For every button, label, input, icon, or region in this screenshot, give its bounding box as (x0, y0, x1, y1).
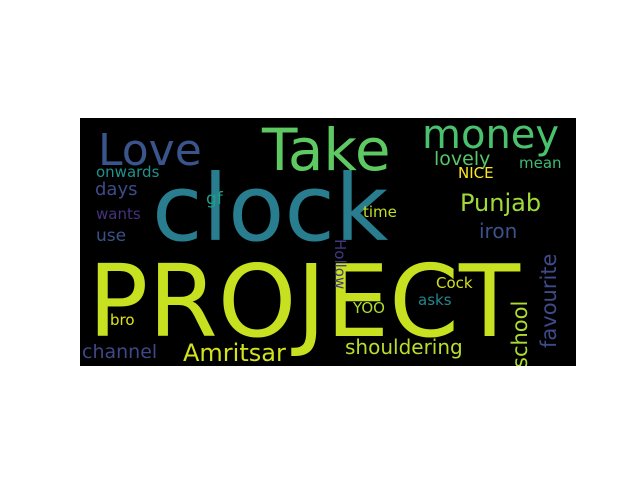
word-love: Love (98, 125, 202, 176)
word-asks: asks (418, 291, 452, 309)
word-cloud-svg: PROJECT clock Take money Love Amritsar s… (82, 118, 562, 366)
word-iron: iron (479, 219, 517, 243)
word-cloud-canvas: PROJECT clock Take money Love Amritsar s… (80, 118, 576, 366)
word-mean: mean (519, 154, 562, 172)
word-hollow: Hollow (331, 239, 349, 289)
word-wants: wants (96, 205, 141, 223)
word-project: PROJECT (88, 243, 521, 360)
word-gf: gf (206, 189, 224, 209)
word-onwards: onwards (96, 163, 160, 181)
word-nice: NICE (458, 164, 494, 182)
word-money: money (422, 118, 559, 158)
word-days: days (95, 179, 138, 200)
word-cock: Cock (436, 274, 473, 292)
word-amritsar: Amritsar (183, 339, 286, 366)
word-punjab: Punjab (460, 189, 541, 217)
word-clock: clock (152, 155, 389, 262)
word-school: school (508, 301, 532, 366)
word-favourite: favourite (537, 254, 561, 348)
word-lovely: lovely (434, 148, 490, 170)
word-channel: channel (82, 341, 157, 363)
word-bro: bro (110, 311, 135, 329)
word-time: time (363, 203, 397, 221)
word-shouldering: shouldering (345, 335, 463, 359)
word-take: Take (261, 118, 391, 184)
word-use: use (96, 226, 126, 246)
word-yoo: YOO (352, 299, 385, 317)
